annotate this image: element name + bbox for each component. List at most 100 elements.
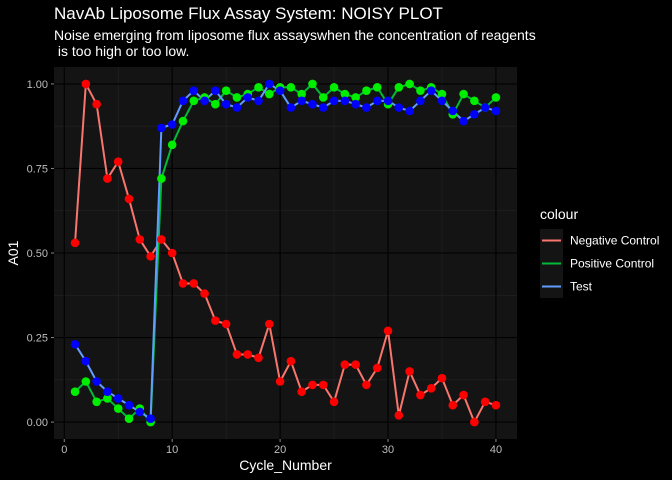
- data-point-positive-control: [189, 96, 199, 106]
- data-point-negative-control: [372, 363, 382, 373]
- data-point-positive-control: [329, 82, 339, 92]
- chart-subtitle-line-2: is too high or too low.: [54, 43, 190, 59]
- data-point-test: [146, 414, 155, 424]
- data-point-positive-control: [416, 86, 425, 95]
- data-point-negative-control: [211, 316, 220, 325]
- data-point-positive-control: [286, 82, 296, 92]
- data-point-negative-control: [200, 289, 209, 298]
- data-point-negative-control: [491, 400, 501, 410]
- data-point-test: [200, 96, 209, 106]
- data-point-positive-control: [178, 116, 188, 126]
- data-point-negative-control: [113, 157, 123, 166]
- data-point-negative-control: [167, 248, 177, 258]
- data-point-positive-control: [81, 377, 91, 386]
- data-point-negative-control: [405, 367, 414, 376]
- data-point-test: [372, 96, 382, 106]
- data-point-positive-control: [113, 404, 123, 413]
- data-point-test: [329, 96, 339, 106]
- series-line-negative-control: [74, 82, 497, 424]
- data-point-negative-control: [92, 99, 101, 109]
- data-point-test: [178, 96, 188, 106]
- data-point-test: [318, 103, 328, 112]
- data-point-negative-control: [146, 252, 155, 261]
- y-tick-label: 0.25: [27, 333, 48, 345]
- data-point-test: [113, 394, 123, 403]
- data-point-test: [81, 356, 91, 366]
- data-point-test: [362, 103, 371, 112]
- data-point-test: [211, 86, 220, 95]
- data-point-negative-control: [470, 417, 479, 427]
- data-point-negative-control: [351, 360, 360, 369]
- data-point-negative-control: [286, 356, 296, 366]
- data-point-negative-control: [362, 380, 371, 390]
- data-point-test: [340, 96, 350, 106]
- y-tick-label: 1.00: [27, 79, 48, 91]
- data-point-test: [275, 86, 285, 95]
- data-point-positive-control: [340, 89, 350, 99]
- data-point-negative-control: [383, 326, 393, 336]
- data-point-positive-control: [297, 89, 306, 99]
- data-point-positive-control: [254, 82, 263, 92]
- data-point-test: [221, 99, 231, 109]
- data-point-negative-control: [189, 279, 199, 288]
- data-point-negative-control: [416, 390, 425, 400]
- data-point-negative-control: [297, 387, 306, 396]
- data-point-positive-control: [459, 89, 468, 99]
- data-point-positive-control: [265, 89, 274, 99]
- data-point-test: [297, 96, 306, 106]
- axis-layer: 0 10 20 30 40 0.00 0.25 0.50 0.75 1.00: [27, 79, 503, 456]
- chart-subtitle: Noise emerging from liposome flux assays…: [54, 27, 614, 59]
- series-line-test: [74, 82, 497, 420]
- data-point-negative-control: [124, 194, 134, 204]
- data-point-test: [308, 99, 317, 109]
- grid-layer: [54, 67, 517, 439]
- data-point-positive-control: [70, 387, 80, 396]
- x-tick-label: 20: [274, 444, 286, 456]
- chart-title: NavAb Liposome Flux Assay System: NOISY …: [54, 4, 443, 23]
- data-point-test: [254, 96, 263, 106]
- y-axis-title: A01: [5, 240, 21, 265]
- legend-title: colour: [540, 206, 578, 222]
- legend-label-test: Test: [570, 280, 593, 294]
- y-tick-label: 0.00: [27, 417, 48, 429]
- data-point-negative-control: [329, 397, 339, 407]
- data-point-positive-control: [437, 89, 447, 99]
- data-point-positive-control: [124, 414, 134, 424]
- data-point-negative-control: [135, 235, 145, 244]
- data-point-positive-control: [405, 79, 414, 89]
- x-tick-label: 30: [382, 444, 394, 456]
- data-point-test: [265, 79, 274, 89]
- data-point-negative-control: [437, 373, 447, 383]
- data-point-negative-control: [178, 279, 188, 288]
- data-point-test: [135, 407, 145, 417]
- y-tick-label: 0.75: [27, 163, 48, 175]
- data-point-negative-control: [448, 400, 458, 410]
- data-point-test: [286, 103, 296, 112]
- data-point-positive-control: [211, 99, 220, 109]
- data-point-negative-control: [221, 319, 231, 329]
- data-point-test: [167, 120, 177, 129]
- data-point-test: [383, 96, 393, 106]
- data-point-negative-control: [318, 380, 328, 390]
- data-point-positive-control: [362, 86, 371, 95]
- data-point-positive-control: [221, 86, 231, 95]
- x-axis-title: Cycle_Number: [239, 457, 332, 473]
- data-point-positive-control: [103, 394, 112, 403]
- data-point-negative-control: [265, 319, 274, 329]
- data-point-negative-control: [81, 79, 91, 89]
- data-point-negative-control: [340, 360, 350, 369]
- data-point-negative-control: [275, 377, 285, 386]
- data-point-negative-control: [480, 397, 490, 407]
- data-point-positive-control: [167, 140, 177, 150]
- data-point-negative-control: [426, 383, 436, 393]
- data-point-test: [448, 106, 458, 116]
- data-point-test: [480, 103, 490, 112]
- data-point-negative-control: [308, 380, 317, 390]
- legend-label-positive-control: Positive Control: [570, 257, 654, 271]
- data-point-negative-control: [459, 390, 468, 400]
- data-point-positive-control: [157, 174, 166, 183]
- data-point-test: [157, 123, 166, 133]
- data-point-positive-control: [372, 82, 382, 92]
- data-point-test: [103, 387, 112, 396]
